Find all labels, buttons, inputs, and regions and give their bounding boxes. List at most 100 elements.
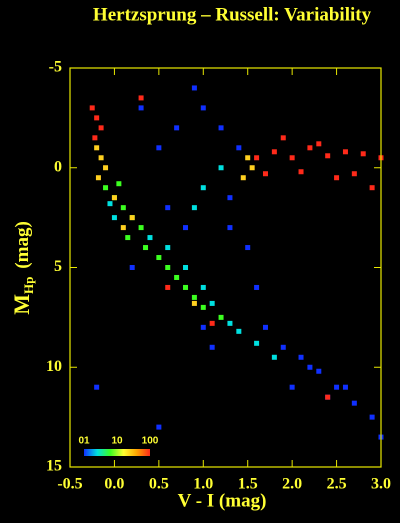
star-cell	[254, 284, 260, 290]
star-cell	[92, 135, 98, 141]
star-cell	[191, 205, 197, 211]
star-cell	[209, 300, 215, 306]
star-cell	[94, 145, 100, 151]
star-cell	[254, 155, 260, 161]
star-cell	[120, 225, 126, 231]
star-cell	[307, 145, 313, 151]
star-cell	[165, 205, 171, 211]
star-cell	[316, 141, 322, 147]
star-cell	[236, 145, 242, 151]
star-cell	[240, 175, 246, 181]
colorbar-tick-label: 100	[142, 436, 159, 447]
star-cell	[369, 414, 375, 420]
chart-title: Hertzsprung – Russell: Variability	[93, 4, 372, 25]
star-cell	[209, 344, 215, 350]
star-cell	[156, 424, 162, 430]
star-cell	[218, 165, 224, 171]
star-cell	[351, 400, 357, 406]
star-cell	[360, 151, 366, 157]
star-cell	[325, 153, 331, 159]
star-cell	[245, 245, 251, 251]
colorbar-tick-label: 10	[111, 436, 123, 447]
y-tick-label: 0	[54, 158, 62, 175]
y-label-unit: (mag)	[12, 221, 33, 268]
x-tick-label: 3.0	[371, 476, 391, 493]
star-cell	[174, 125, 180, 131]
star-cell	[174, 274, 180, 280]
y-tick-label: 5	[54, 258, 62, 275]
star-cell	[325, 394, 331, 400]
star-cell	[143, 245, 149, 251]
star-cell	[227, 320, 233, 326]
star-cell	[129, 265, 135, 270]
star-cell	[156, 145, 162, 151]
star-cell	[227, 225, 233, 231]
star-cell	[334, 384, 340, 390]
star-cell	[111, 195, 117, 201]
star-cell	[129, 215, 135, 221]
y-label-sub: Hp	[21, 277, 36, 294]
y-tick-label: -5	[49, 59, 62, 76]
star-cell	[107, 201, 113, 207]
x-tick-label: 2.0	[282, 476, 302, 493]
star-cell	[249, 165, 255, 171]
y-label-text: MHp (mag)	[9, 221, 36, 315]
star-cell	[334, 175, 340, 181]
star-cell	[165, 284, 171, 290]
x-tick-label: 0.5	[149, 476, 169, 493]
star-cell	[183, 265, 189, 270]
star-cell	[218, 314, 224, 320]
x-axis-label: V - I (mag)	[178, 490, 267, 511]
star-cell	[94, 384, 100, 390]
star-cell	[183, 225, 189, 231]
star-cell	[262, 171, 268, 177]
colorbar	[84, 449, 150, 456]
star-cell	[200, 304, 206, 310]
star-cell	[254, 340, 260, 346]
star-cell	[94, 115, 100, 121]
star-cell	[200, 185, 206, 191]
star-cell	[342, 384, 348, 390]
star-cell	[351, 171, 357, 177]
star-cell	[271, 354, 277, 360]
star-cell	[369, 185, 375, 191]
x-tick-label: 0.0	[104, 476, 124, 493]
star-cell	[289, 155, 295, 161]
y-tick-label: 10	[46, 358, 62, 375]
star-cell	[191, 85, 197, 91]
star-cell	[147, 235, 153, 241]
star-cell	[116, 181, 122, 187]
x-tick-label: 1.5	[238, 476, 258, 493]
star-cell	[307, 364, 313, 370]
star-cell	[191, 300, 197, 306]
star-cell	[298, 354, 304, 360]
star-cell	[191, 294, 197, 300]
y-tick-label: 15	[46, 458, 62, 475]
star-cell	[271, 149, 277, 155]
star-cell	[218, 125, 224, 131]
star-cell	[200, 324, 206, 330]
x-tick-label: 2.5	[327, 476, 347, 493]
star-cell	[298, 169, 304, 175]
star-cell	[89, 105, 95, 111]
x-tick-label: -0.5	[57, 476, 82, 493]
star-cell	[156, 255, 162, 261]
star-cell	[280, 344, 286, 350]
star-cell	[316, 368, 322, 374]
x-tick-label: 1.0	[193, 476, 213, 493]
star-cell	[138, 105, 144, 111]
star-cell	[103, 185, 109, 191]
star-cell	[165, 245, 171, 251]
star-cell	[125, 235, 131, 241]
star-cell	[138, 225, 144, 231]
colorbar-tick-label: 01	[78, 436, 90, 447]
star-cell	[200, 284, 206, 290]
star-cell	[289, 384, 295, 390]
y-label-main: M	[9, 294, 34, 315]
star-cell	[227, 195, 233, 201]
star-cell	[262, 324, 268, 330]
star-cell	[200, 105, 206, 111]
